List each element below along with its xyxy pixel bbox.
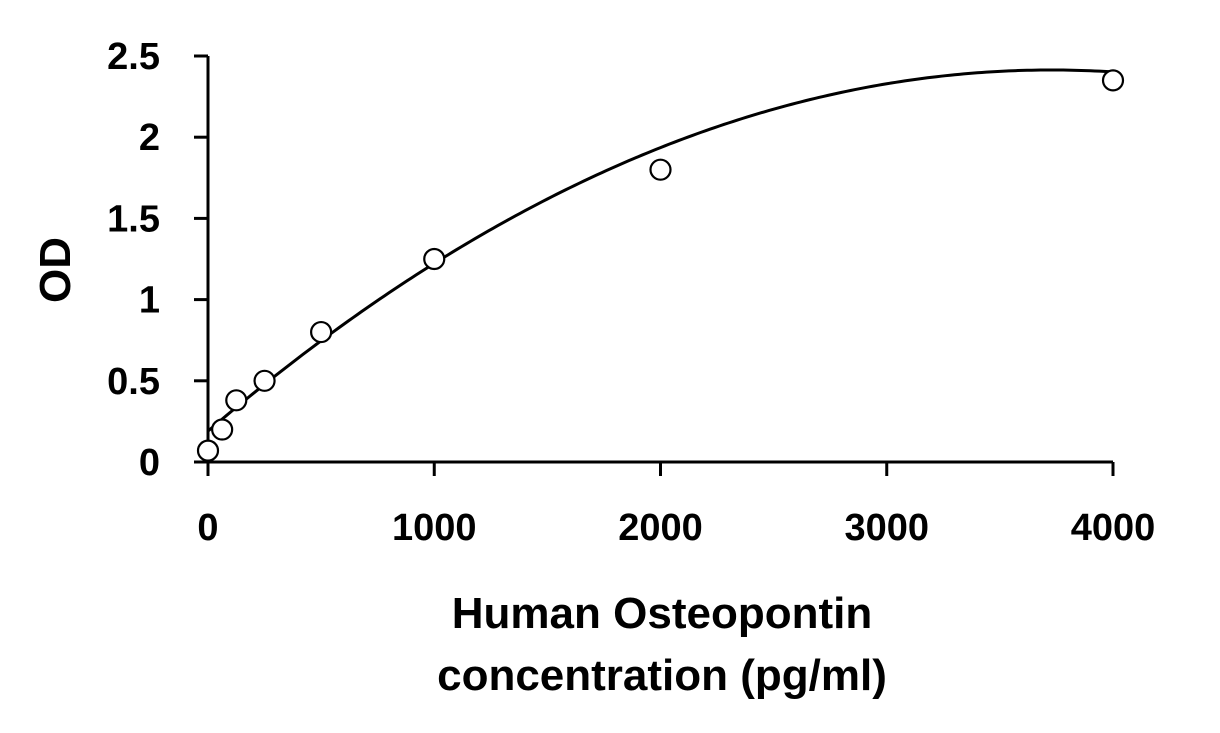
data-point <box>196 439 220 462</box>
data-point <box>225 389 248 412</box>
x-axis-title-line-1: Human Osteopontin <box>452 589 872 638</box>
y-axis-title: OD <box>31 237 80 303</box>
x-tick-label: 2000 <box>618 507 703 549</box>
data-point <box>649 158 672 181</box>
x-tick-label: 4000 <box>1071 507 1156 549</box>
y-axis-ticks: 0 0.5 1 1.5 2 2.5 <box>107 36 208 484</box>
fit-curve <box>207 68 1114 433</box>
data-points <box>196 69 1125 462</box>
data-point <box>310 320 333 344</box>
x-tick-label: 3000 <box>844 507 929 549</box>
plot-area: 0 0.5 1 1.5 2 2.5 0 1000 2000 3000 4000 <box>107 36 1155 549</box>
y-tick-label: 2 <box>139 117 160 159</box>
y-tick-label: 1.5 <box>107 198 160 240</box>
y-tick-label: 2.5 <box>107 36 160 78</box>
y-tick-label: 0 <box>139 442 160 484</box>
data-point <box>1101 69 1125 92</box>
x-axis-ticks: 0 1000 2000 3000 4000 <box>197 462 1155 549</box>
x-axis-title-line-2: concentration (pg/ml) <box>437 651 887 700</box>
x-tick-label: 1000 <box>392 507 477 549</box>
x-tick-label: 0 <box>197 507 218 549</box>
y-tick-label: 1 <box>139 280 160 322</box>
data-point <box>423 247 446 271</box>
data-point <box>211 418 234 441</box>
data-point <box>253 369 276 392</box>
y-tick-label: 0.5 <box>107 361 160 403</box>
